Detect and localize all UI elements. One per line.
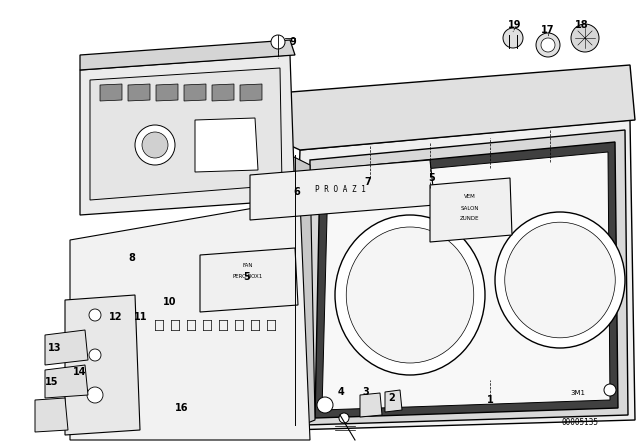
Polygon shape [430, 178, 512, 242]
Circle shape [135, 125, 175, 165]
Circle shape [604, 384, 616, 396]
Circle shape [571, 24, 599, 52]
Polygon shape [80, 40, 295, 70]
Text: 11: 11 [134, 312, 148, 322]
Polygon shape [156, 84, 178, 101]
Text: 8: 8 [129, 253, 136, 263]
Text: 17: 17 [541, 25, 555, 35]
Text: 6: 6 [294, 187, 300, 197]
Polygon shape [200, 248, 298, 312]
Ellipse shape [505, 222, 615, 338]
Polygon shape [45, 330, 88, 365]
Polygon shape [385, 390, 402, 412]
Circle shape [87, 387, 103, 403]
Polygon shape [100, 84, 122, 101]
Polygon shape [322, 152, 610, 410]
Polygon shape [190, 65, 635, 150]
Circle shape [89, 349, 101, 361]
Text: 7: 7 [365, 177, 371, 187]
Text: 4: 4 [338, 387, 344, 397]
Text: 16: 16 [175, 403, 189, 413]
Text: FAN: FAN [243, 263, 253, 268]
Text: PERC-BOX1: PERC-BOX1 [233, 274, 263, 279]
Text: 18: 18 [575, 20, 589, 30]
Circle shape [317, 397, 333, 413]
Polygon shape [315, 142, 618, 418]
Circle shape [142, 132, 168, 158]
Text: 19: 19 [508, 20, 522, 30]
Circle shape [541, 38, 555, 52]
Text: 00005135: 00005135 [561, 418, 598, 427]
Polygon shape [250, 160, 435, 220]
Text: 3M1: 3M1 [570, 390, 586, 396]
Ellipse shape [335, 215, 485, 375]
Text: 3: 3 [363, 387, 369, 397]
Polygon shape [70, 200, 310, 440]
Text: SALON: SALON [461, 206, 479, 211]
Text: 9: 9 [290, 37, 296, 47]
Polygon shape [184, 84, 206, 101]
Polygon shape [305, 130, 628, 425]
Text: 5: 5 [244, 272, 250, 282]
Circle shape [339, 413, 349, 423]
Text: 15: 15 [45, 377, 59, 387]
Text: 5: 5 [429, 173, 435, 183]
Polygon shape [128, 84, 150, 101]
Polygon shape [80, 55, 295, 215]
Polygon shape [290, 120, 635, 430]
Circle shape [536, 33, 560, 57]
Polygon shape [90, 68, 282, 200]
Polygon shape [240, 84, 262, 101]
Text: ZUNDE: ZUNDE [460, 216, 480, 221]
Polygon shape [35, 398, 68, 432]
Text: P R O A Z 1: P R O A Z 1 [315, 185, 365, 194]
Circle shape [89, 309, 101, 321]
Ellipse shape [346, 227, 474, 363]
Text: 10: 10 [163, 297, 177, 307]
Text: 12: 12 [109, 312, 123, 322]
Ellipse shape [495, 212, 625, 348]
Circle shape [271, 35, 285, 49]
Polygon shape [212, 84, 234, 101]
Circle shape [503, 28, 523, 48]
Polygon shape [360, 393, 382, 417]
Text: 2: 2 [388, 393, 396, 403]
Text: 1: 1 [486, 395, 493, 405]
Text: VEM: VEM [464, 194, 476, 199]
Polygon shape [290, 155, 315, 430]
Polygon shape [45, 365, 88, 398]
Text: 14: 14 [73, 367, 87, 377]
Text: 13: 13 [48, 343, 61, 353]
Polygon shape [65, 295, 140, 435]
Polygon shape [195, 118, 258, 172]
